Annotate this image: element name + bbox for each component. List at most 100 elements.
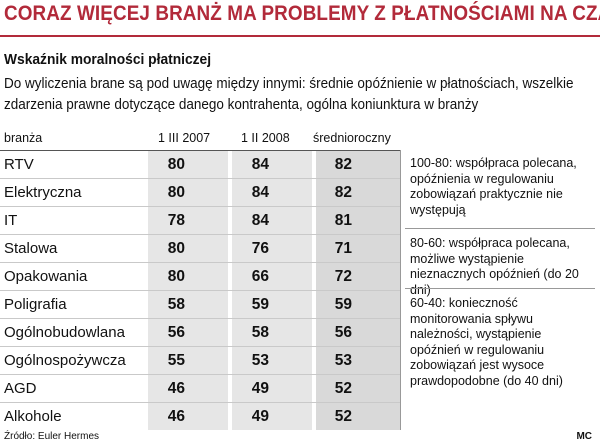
value-v2007: 80 <box>167 156 185 173</box>
row-divider <box>0 234 400 235</box>
title-divider <box>0 35 600 37</box>
cell-background <box>316 207 400 234</box>
legend-divider <box>405 228 595 229</box>
branch-label: AGD <box>4 380 37 397</box>
row-divider <box>0 178 400 179</box>
branch-label: RTV <box>4 156 34 173</box>
cell-background <box>232 291 312 318</box>
value-avg: 71 <box>334 240 352 257</box>
value-avg: 72 <box>334 268 352 285</box>
page-title: CORAZ WIĘCEJ BRANŻ MA PROBLEMY Z PŁATNOŚ… <box>4 2 600 25</box>
cell-background <box>232 151 312 178</box>
row-divider <box>0 262 400 263</box>
branch-label: Elektryczna <box>4 184 82 201</box>
table-row: Poligrafia 58 59 59 <box>0 291 400 318</box>
table-row: AGD 46 49 52 <box>0 375 400 402</box>
cell-background <box>316 179 400 206</box>
cell-background <box>232 207 312 234</box>
legend-panel <box>400 150 600 430</box>
cell-background <box>148 403 228 430</box>
legend-item-60-40: 60-40: konieczność monitorowania spływu … <box>410 296 563 388</box>
branch-label: IT <box>4 212 18 229</box>
cell-background <box>316 263 400 290</box>
value-v2008: 66 <box>251 268 269 285</box>
value-v2007: 58 <box>167 296 185 313</box>
table-row: RTV 80 84 82 <box>0 151 400 178</box>
value-v2007: 46 <box>167 408 185 425</box>
source-note: Źródło: Euler Hermes <box>4 431 100 442</box>
value-v2007: 46 <box>167 380 185 397</box>
row-divider <box>0 290 400 291</box>
branch-label: Opakowania <box>4 268 88 285</box>
cell-background <box>232 263 312 290</box>
cell-background <box>232 347 312 374</box>
value-v2008: 53 <box>251 352 269 369</box>
value-v2008: 49 <box>251 408 269 425</box>
row-divider <box>0 402 400 403</box>
value-v2007: 80 <box>167 240 185 257</box>
table-row: Stalowa 80 76 71 <box>0 235 400 262</box>
cell-background <box>316 403 400 430</box>
header-divider <box>0 150 400 151</box>
cell-background <box>232 179 312 206</box>
column-header-branch: branża <box>4 131 43 145</box>
cell-background <box>148 263 228 290</box>
value-v2008: 84 <box>251 212 269 229</box>
cell-background <box>148 375 228 402</box>
cell-background <box>148 347 228 374</box>
legend-divider <box>405 288 595 289</box>
legend-item-100-80: 100-80: współpraca polecana, opóźnienia … <box>410 156 577 217</box>
column-header-average: średnioroczny <box>313 131 391 145</box>
branch-label: Poligrafia <box>4 296 67 313</box>
cell-background <box>148 291 228 318</box>
table-description: Do wyliczenia brane są pod uwagę między … <box>4 75 574 113</box>
table-row: IT 78 84 81 <box>0 207 400 234</box>
value-avg: 81 <box>334 212 352 229</box>
cell-background <box>148 179 228 206</box>
value-avg: 82 <box>334 156 352 173</box>
branch-label: Ogólnospożywcza <box>4 352 126 369</box>
branch-label: Alkohole <box>4 408 62 425</box>
value-v2008: 76 <box>251 240 269 257</box>
column-header-2007: 1 III 2007 <box>158 131 211 145</box>
value-v2007: 55 <box>167 352 185 369</box>
legend-item-80-60: 80-60: współpraca polecana, możliwe wyst… <box>410 236 579 297</box>
cell-background <box>148 319 228 346</box>
branch-label: Stalowa <box>4 240 58 257</box>
value-v2007: 56 <box>167 324 185 341</box>
branch-label: Ogólnobudowlana <box>4 324 125 341</box>
cell-background <box>316 347 400 374</box>
cell-background <box>316 235 400 262</box>
table-subtitle: Wskaźnik moralności płatniczej <box>4 51 212 68</box>
row-divider <box>0 346 400 347</box>
row-divider <box>0 206 400 207</box>
value-avg: 52 <box>334 380 352 397</box>
table-row: Elektryczna 80 84 82 <box>0 179 400 206</box>
cell-background <box>232 235 312 262</box>
cell-background <box>316 151 400 178</box>
value-v2008: 59 <box>251 296 269 313</box>
table-row: Ogólnobudowlana 56 58 56 <box>0 319 400 346</box>
value-v2008: 58 <box>251 324 269 341</box>
cell-background <box>232 375 312 402</box>
value-avg: 59 <box>334 296 352 313</box>
credit-label: MC <box>576 431 592 442</box>
table-row: Alkohole 46 49 52 <box>0 403 400 430</box>
table-row: Opakowania 80 66 72 <box>0 263 400 290</box>
cell-background <box>316 375 400 402</box>
cell-background <box>148 151 228 178</box>
value-v2008: 49 <box>251 380 269 397</box>
cell-background <box>232 403 312 430</box>
cell-background <box>316 319 400 346</box>
value-v2007: 78 <box>167 212 185 229</box>
value-v2008: 84 <box>251 156 269 173</box>
value-avg: 52 <box>334 408 352 425</box>
value-v2007: 80 <box>167 268 185 285</box>
value-v2008: 84 <box>251 184 269 201</box>
cell-background <box>148 235 228 262</box>
column-header-2008: 1 II 2008 <box>241 131 290 145</box>
value-avg: 82 <box>334 184 352 201</box>
table-row: Ogólnospożywcza 55 53 53 <box>0 347 400 374</box>
value-avg: 56 <box>334 324 352 341</box>
row-divider <box>0 318 400 319</box>
